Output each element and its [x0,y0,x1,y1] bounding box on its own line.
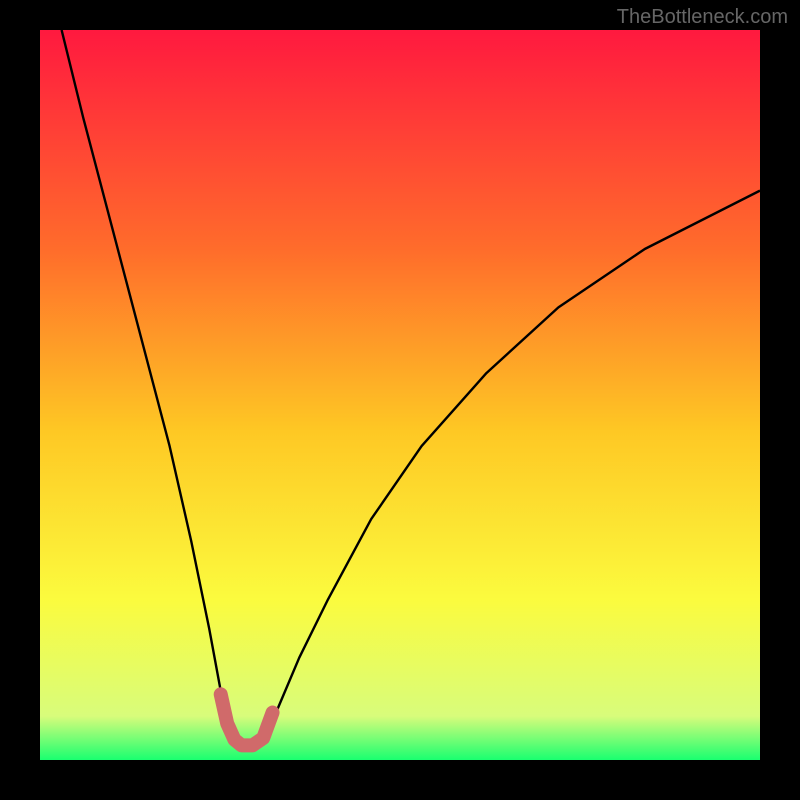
plot-svg [40,30,760,760]
highlight-overlay [221,694,273,745]
bottleneck-curve [62,30,760,744]
plot-area [40,30,760,760]
watermark-text: TheBottleneck.com [617,6,788,29]
